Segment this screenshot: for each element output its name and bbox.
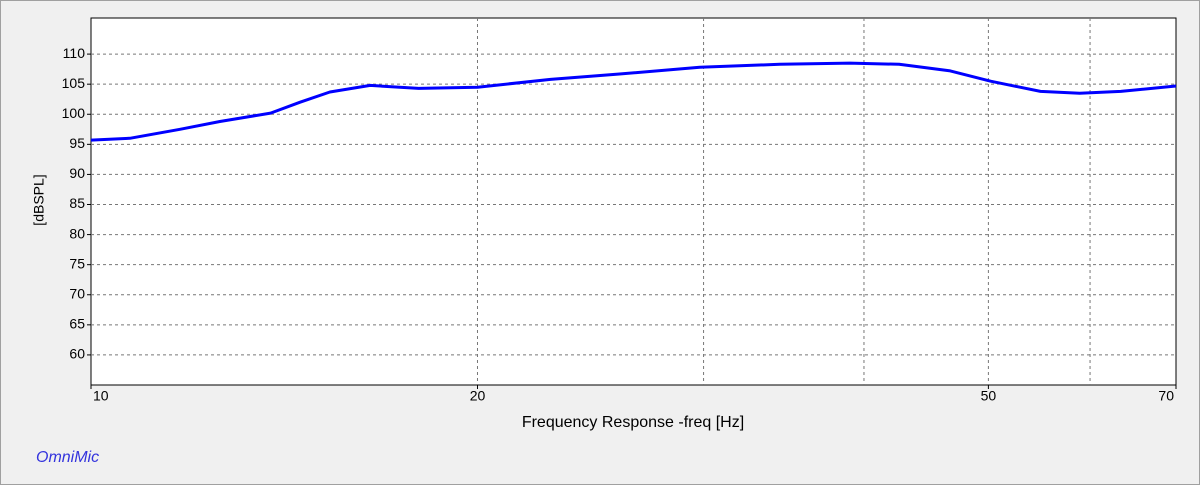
y-tick-label: 90 — [69, 165, 85, 181]
y-tick-label: 60 — [69, 346, 85, 362]
y-tick-label: 110 — [63, 45, 86, 61]
x-tick-label: 70 — [1158, 388, 1174, 404]
plot-area — [90, 17, 1177, 386]
x-tick-label: 10 — [93, 388, 109, 404]
x-tick-label: 50 — [981, 388, 997, 404]
y-tick-label: 80 — [69, 225, 85, 241]
brand-label: OmniMic — [36, 449, 99, 466]
y-tick-label: 95 — [69, 135, 85, 151]
marks — [90, 61, 1177, 142]
x-tick-label: 20 — [470, 388, 486, 404]
y-tick-label: 100 — [62, 105, 86, 121]
y-tick-label: 65 — [69, 316, 85, 332]
y-tick-label: 75 — [69, 255, 85, 271]
line-series — [90, 61, 1177, 142]
x-axis-label: Frequency Response -freq [Hz] — [522, 414, 744, 431]
y-tick-label: 85 — [69, 195, 85, 211]
y-tick-label: 105 — [62, 75, 86, 91]
grid — [91, 18, 1176, 385]
y-axis-label: [dBSPL] — [31, 174, 47, 225]
y-tick-label: 70 — [69, 285, 85, 301]
